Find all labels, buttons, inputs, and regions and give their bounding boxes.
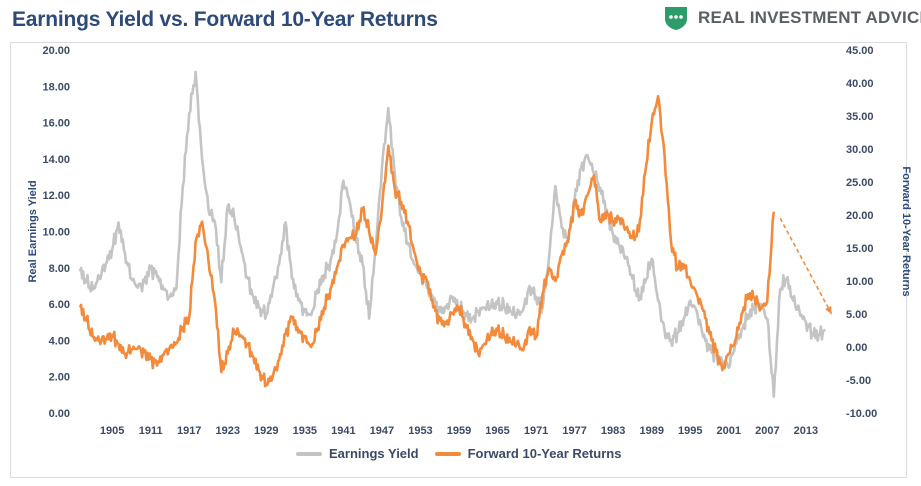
- left-tick-label: 16.00: [42, 118, 70, 130]
- right-tick-label: 0.00: [846, 342, 867, 354]
- x-tick-label: 1929: [254, 425, 278, 437]
- series-forward-returns: [78, 94, 776, 388]
- x-tick-label: 1941: [331, 425, 355, 437]
- left-tick-label: 4.00: [49, 335, 70, 347]
- legend-label-returns: Forward 10-Year Returns: [467, 446, 622, 461]
- x-tick-label: 1995: [678, 425, 702, 437]
- x-tick-label: 1983: [601, 425, 625, 437]
- left-tick-label: 6.00: [49, 299, 70, 311]
- trend-arrow-line: [779, 217, 833, 315]
- x-tick-label: 2013: [794, 425, 818, 437]
- x-tick-label: 1911: [139, 425, 163, 437]
- right-axis-label: Forward 10-Year Returns: [900, 166, 912, 296]
- left-tick-label: 20.00: [42, 45, 70, 57]
- left-tick-label: 0.00: [49, 408, 70, 420]
- left-tick-label: 14.00: [42, 154, 70, 166]
- x-tick-label: 1905: [100, 425, 124, 437]
- x-tick-label: 1923: [216, 425, 240, 437]
- left-axis-ticks: 0.00 2.00 4.00 6.00 8.00 10.00 12.00 14.00 16.00…: [42, 45, 70, 420]
- shield-logo-icon: [665, 7, 687, 30]
- right-tick-label: 15.00: [846, 243, 874, 255]
- right-tick-label: 40.00: [846, 78, 874, 90]
- chart-frame: [10, 42, 907, 478]
- left-axis-label: Real Earnings Yield: [27, 180, 39, 282]
- legend: Earnings Yield Forward 10-Year Returns: [296, 446, 637, 461]
- right-tick-label: -10.00: [846, 408, 877, 420]
- x-tick-label: 1953: [408, 425, 432, 437]
- left-tick-label: 12.00: [42, 190, 70, 202]
- x-tick-label: 2007: [755, 425, 779, 437]
- left-tick-label: 10.00: [42, 227, 70, 239]
- x-tick-label: 1959: [447, 425, 471, 437]
- right-tick-label: -5.00: [846, 375, 871, 387]
- x-tick-label: 1965: [485, 425, 509, 437]
- right-axis-ticks: -10.00 -5.00 0.00 5.00 10.00 15.00 20.00 25.00 3…: [846, 45, 877, 420]
- series-layer: [78, 70, 827, 398]
- series-earnings-yield: [78, 70, 827, 398]
- x-tick-label: 1947: [370, 425, 394, 437]
- legend-item-returns: Forward 10-Year Returns: [434, 446, 622, 461]
- right-tick-label: 5.00: [846, 309, 867, 321]
- legend-swatch-earnings: [296, 451, 322, 456]
- left-tick-label: 8.00: [49, 263, 70, 275]
- x-tick-label: 1917: [177, 425, 201, 437]
- legend-label-earnings: Earnings Yield: [329, 446, 419, 461]
- x-tick-label: 2001: [717, 425, 741, 437]
- brand-name: REAL INVESTMENT ADVICE: [698, 8, 921, 27]
- x-axis-ticks: 1905 1911 1917 1923 1929 1935 1941 1947 1953 1959…: [100, 425, 818, 437]
- trend-arrow: [779, 217, 833, 315]
- trend-arrow-head: [825, 306, 832, 314]
- left-tick-label: 18.00: [42, 81, 70, 93]
- chart-title: Earnings Yield vs. Forward 10-Year Retur…: [12, 8, 438, 31]
- brand: REAL INVESTMENT ADVICE: [662, 5, 921, 31]
- legend-swatch-returns: [434, 451, 461, 456]
- right-tick-label: 30.00: [846, 144, 874, 156]
- right-tick-label: 25.00: [846, 177, 874, 189]
- right-tick-label: 35.00: [846, 111, 874, 123]
- right-tick-label: 20.00: [846, 210, 874, 222]
- right-tick-label: 10.00: [846, 276, 874, 288]
- x-tick-label: 1977: [562, 425, 586, 437]
- right-tick-label: 45.00: [846, 45, 874, 57]
- x-tick-label: 1971: [524, 425, 548, 437]
- x-tick-label: 1989: [639, 425, 663, 437]
- x-tick-label: 1935: [293, 425, 317, 437]
- left-tick-label: 2.00: [49, 372, 70, 384]
- legend-item-earnings: Earnings Yield: [296, 446, 419, 461]
